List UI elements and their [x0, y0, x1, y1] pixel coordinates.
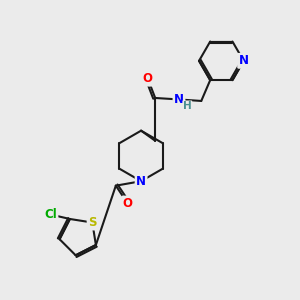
Text: S: S — [88, 216, 97, 229]
Text: N: N — [136, 175, 146, 188]
Text: N: N — [174, 93, 184, 106]
Text: N: N — [238, 54, 249, 67]
Text: O: O — [123, 197, 133, 210]
Text: H: H — [183, 101, 192, 111]
Text: O: O — [143, 72, 153, 85]
Text: Cl: Cl — [44, 208, 57, 221]
